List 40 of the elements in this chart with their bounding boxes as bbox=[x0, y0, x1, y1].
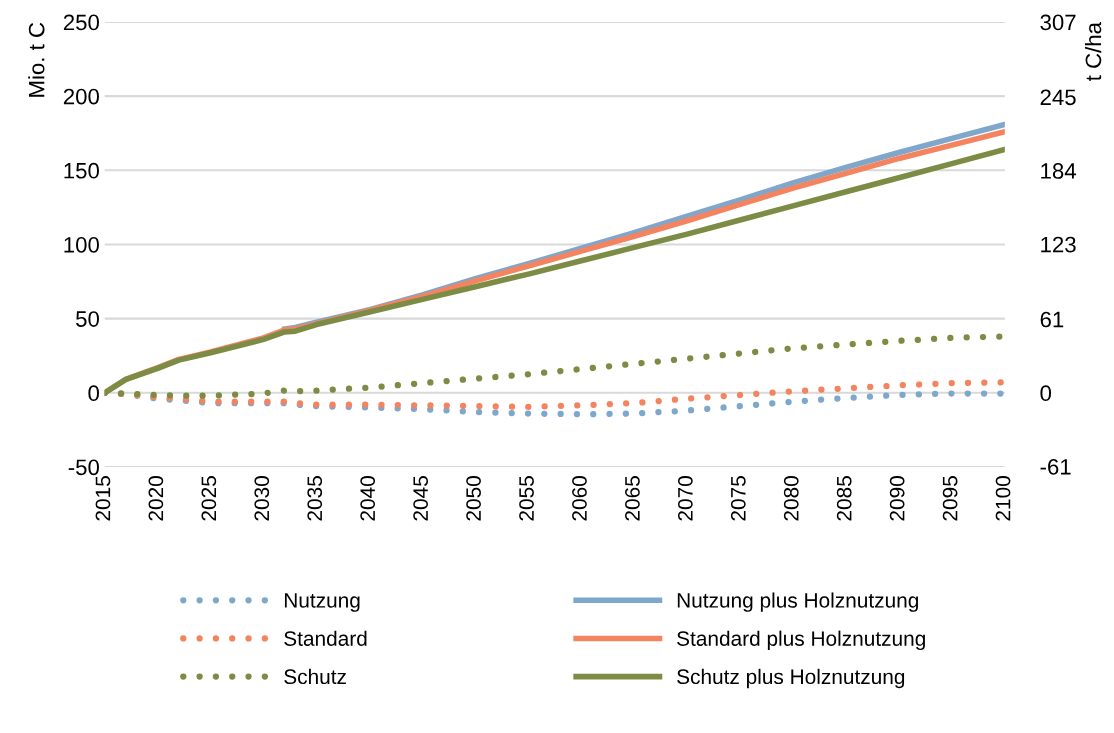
y-tick-label: 250 bbox=[63, 14, 99, 31]
x-tick-label: 2050 bbox=[466, 476, 481, 521]
x-tick-label: 2095 bbox=[942, 476, 958, 521]
y-axis-title: Mio. t C bbox=[28, 22, 45, 97]
x-tick-label: 2100 bbox=[995, 476, 1011, 521]
x-tick-label: 2085 bbox=[836, 476, 852, 521]
y-tick-label: 150 bbox=[64, 162, 99, 179]
y-tick-label: 100 bbox=[64, 236, 99, 253]
x-tick-label: 2065 bbox=[625, 476, 640, 521]
y2-tick-label: 61 bbox=[1040, 311, 1064, 328]
x-tick-label: 2055 bbox=[519, 476, 534, 521]
x-tick-label: 2015 bbox=[95, 476, 111, 521]
y-tick-label: 0 bbox=[88, 385, 99, 402]
x-tick-label: 2060 bbox=[572, 476, 587, 521]
legend-label: Schutz plus Holznutzung bbox=[677, 668, 905, 689]
y2-tick-label: 123 bbox=[1041, 236, 1076, 253]
y-tick-label: 50 bbox=[76, 311, 99, 327]
y-tick-label: -50 bbox=[68, 459, 99, 476]
x-tick-label: 2080 bbox=[783, 476, 799, 521]
legend-label: Schutz bbox=[284, 668, 346, 685]
x-tick-label: 2035 bbox=[307, 476, 323, 521]
y-tick-label: 200 bbox=[63, 88, 99, 105]
x-tick-label: 2090 bbox=[889, 476, 905, 521]
y2-tick-label: 0 bbox=[1040, 385, 1052, 402]
legend-label: Standard plus Holznutzung bbox=[677, 630, 925, 651]
x-tick-label: 2075 bbox=[730, 476, 746, 521]
y2-tick-label: 245 bbox=[1040, 89, 1076, 106]
x-tick-label: 2045 bbox=[413, 476, 428, 521]
legend-label: Nutzung plus Holznutzung bbox=[677, 592, 918, 612]
x-tick-label: 2020 bbox=[148, 476, 164, 521]
x-tick-label: 2040 bbox=[360, 476, 376, 521]
y2-tick-label: 184 bbox=[1041, 163, 1076, 179]
legend-label: Standard bbox=[284, 630, 367, 646]
x-tick-label: 2025 bbox=[201, 476, 217, 521]
legend-label: Nutzung bbox=[284, 593, 360, 612]
x-tick-label: 2070 bbox=[677, 476, 693, 521]
y2-tick-label: 307 bbox=[1040, 14, 1076, 31]
y2-tick-label: -61 bbox=[1040, 458, 1071, 475]
y2-axis-title: t C/ha bbox=[1084, 21, 1102, 81]
x-tick-label: 2030 bbox=[254, 476, 270, 521]
